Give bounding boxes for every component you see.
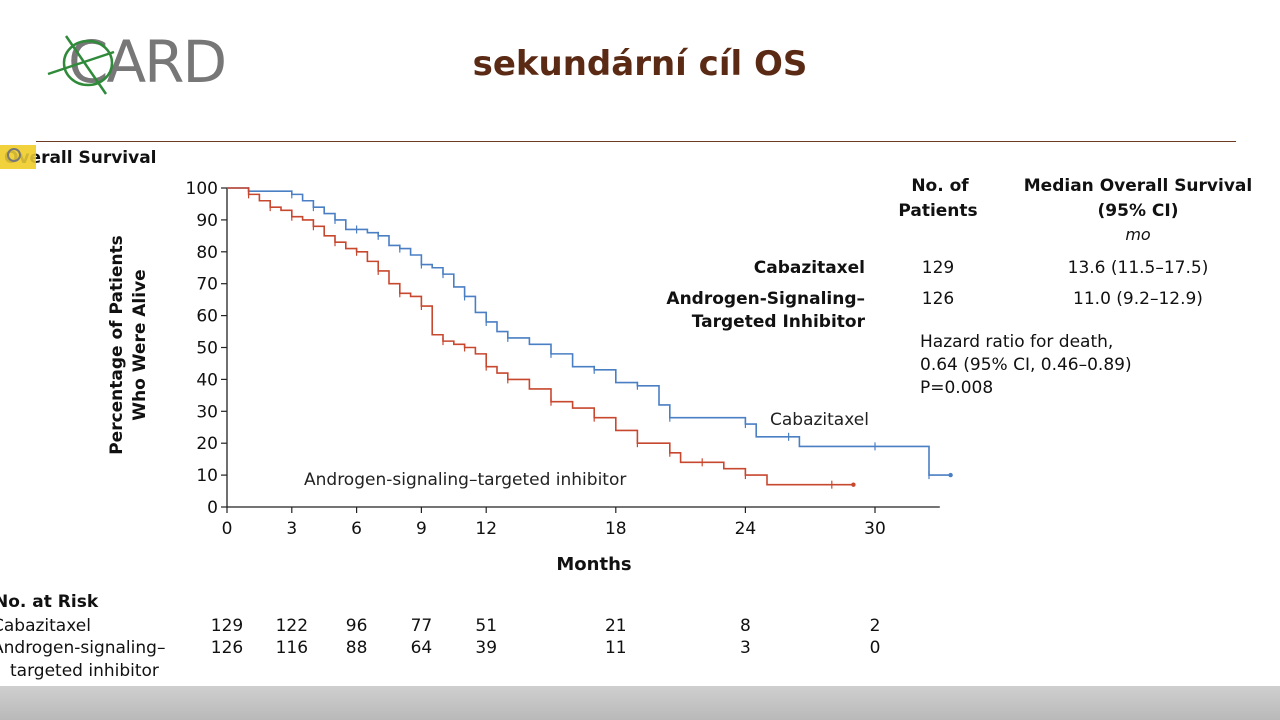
title-divider bbox=[36, 141, 1236, 142]
y-tick-label: 60 bbox=[196, 307, 218, 327]
x-tick-label: 3 bbox=[286, 519, 297, 539]
header-band bbox=[0, 0, 1280, 140]
table-row-arsi-label-1: Androgen-Signaling– bbox=[666, 289, 865, 309]
magnifier-icon bbox=[7, 148, 21, 162]
y-tick-label: 50 bbox=[196, 339, 218, 359]
axes: 0 10 20 30 40 50 60 70 80 90 100 0 3 6 9 12 18 24 30 bbox=[186, 179, 940, 539]
hazard-line1: Hazard ratio for death, bbox=[920, 332, 1113, 352]
hazard-line2: 0.64 (95% CI, 0.46–0.89) bbox=[920, 355, 1132, 375]
series-arsi-line bbox=[227, 187, 854, 486]
at-risk-value: 64 bbox=[411, 638, 433, 658]
at-risk-value: 39 bbox=[475, 638, 497, 658]
at-risk-value: 2 bbox=[870, 616, 881, 636]
table-row-cabazitaxel-label: Cabazitaxel bbox=[754, 258, 865, 278]
summary-table: No. of Patients Median Overall Survival … bbox=[666, 176, 1252, 398]
at-risk-value: 116 bbox=[276, 638, 308, 658]
x-tick-label: 30 bbox=[864, 519, 886, 539]
y-tick-label: 100 bbox=[186, 179, 218, 199]
table-row-arsi-patients: 126 bbox=[922, 289, 954, 309]
svg-text:CARD: CARD bbox=[68, 30, 225, 96]
x-tick-label: 12 bbox=[475, 519, 497, 539]
hazard-line3: P=0.008 bbox=[920, 378, 993, 398]
curve-label-cabazitaxel: Cabazitaxel bbox=[770, 410, 869, 430]
x-tick-label: 18 bbox=[605, 519, 627, 539]
y-tick-label: 20 bbox=[196, 434, 218, 454]
at-risk-value: 3 bbox=[740, 638, 751, 658]
at-risk-value: 96 bbox=[346, 616, 368, 636]
table-row-arsi-label-2: Targeted Inhibitor bbox=[692, 312, 866, 332]
series-lines bbox=[227, 187, 953, 489]
series-end-point-cabazitaxel bbox=[948, 472, 953, 478]
at-risk-value: 11 bbox=[605, 638, 627, 658]
table-header-median-unit: mo bbox=[1125, 225, 1151, 244]
y-axis-label-line2: Who Were Alive bbox=[130, 269, 150, 420]
at-risk-value: 88 bbox=[346, 638, 368, 658]
x-tick-label: 24 bbox=[735, 519, 757, 539]
x-axis-label: Months bbox=[556, 554, 631, 575]
y-tick-label: 30 bbox=[196, 402, 218, 422]
y-axis-label-line1: Percentage of Patients bbox=[107, 235, 127, 455]
at-risk-label-arsi-1: Androgen-signaling– bbox=[0, 638, 165, 658]
series-end-point-arsi bbox=[851, 482, 856, 487]
at-risk-heading: No. at Risk bbox=[0, 592, 99, 612]
table-row-arsi-median: 11.0 (9.2–12.9) bbox=[1073, 289, 1203, 309]
at-risk-value: 21 bbox=[605, 616, 627, 636]
at-risk-label-arsi-2: targeted inhibitor bbox=[10, 661, 159, 681]
table-header-median-1: Median Overall Survival bbox=[1024, 176, 1252, 196]
x-tick-label: 0 bbox=[222, 519, 233, 539]
at-risk-table: No. at Risk Cabazitaxel Androgen-signali… bbox=[0, 592, 880, 681]
table-row-cabazitaxel-patients: 129 bbox=[922, 258, 954, 278]
y-tick-label: 10 bbox=[196, 466, 218, 486]
at-risk-value: 0 bbox=[870, 638, 881, 658]
table-row-cabazitaxel-median: 13.6 (11.5–17.5) bbox=[1068, 258, 1209, 278]
table-header-patients-2: Patients bbox=[898, 201, 977, 221]
at-risk-value: 129 bbox=[211, 616, 243, 636]
card-logo: CARD bbox=[47, 30, 227, 96]
x-tick-label: 6 bbox=[351, 519, 362, 539]
table-header-median-2: (95% CI) bbox=[1098, 201, 1179, 221]
y-tick-label: 90 bbox=[196, 211, 218, 231]
overall-survival-chart: Overall Survival Percentage of Patients … bbox=[0, 145, 1252, 681]
at-risk-value: 8 bbox=[740, 616, 751, 636]
footer-band bbox=[0, 686, 1280, 720]
y-tick-label: 40 bbox=[196, 370, 218, 390]
slide-title: sekundární cíl OS bbox=[472, 44, 808, 84]
at-risk-value: 122 bbox=[276, 616, 308, 636]
chart-title: Overall Survival bbox=[4, 148, 157, 168]
at-risk-label-cabazitaxel: Cabazitaxel bbox=[0, 616, 91, 636]
y-tick-label: 80 bbox=[196, 243, 218, 263]
series-cabazitaxel-line bbox=[227, 187, 951, 476]
table-header-patients-1: No. of bbox=[911, 176, 969, 196]
curve-label-arsi: Androgen-signaling–targeted inhibitor bbox=[304, 470, 626, 490]
y-tick-label: 0 bbox=[207, 498, 218, 518]
at-risk-value: 51 bbox=[475, 616, 497, 636]
x-tick-label: 9 bbox=[416, 519, 427, 539]
at-risk-value: 126 bbox=[211, 638, 243, 658]
at-risk-value: 77 bbox=[411, 616, 433, 636]
y-tick-label: 70 bbox=[196, 275, 218, 295]
